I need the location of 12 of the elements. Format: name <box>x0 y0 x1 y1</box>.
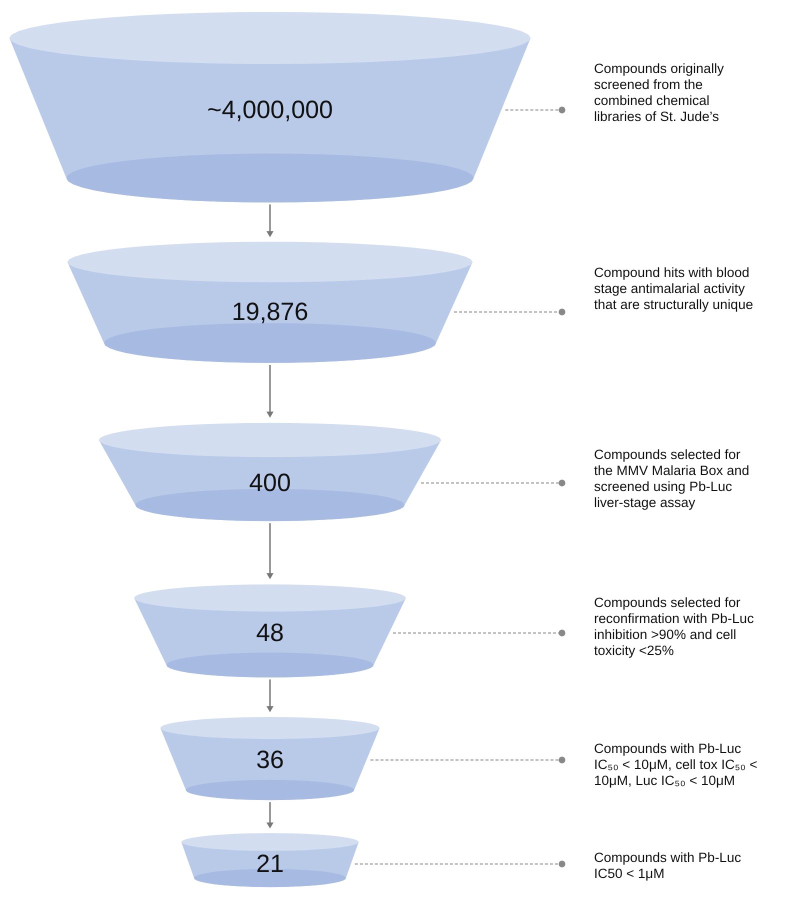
text: Compounds selected for reconfirmation with Pb-Luc inhibition >90% and cell toxicity <25% <box>594 595 754 658</box>
data-label: ~4,000,000 <box>207 96 333 124</box>
data-label: 48 <box>256 619 284 647</box>
data-label: 400 <box>249 469 291 497</box>
data-label: 21 <box>256 850 284 878</box>
data-label: 19,876 <box>232 298 308 326</box>
text: Compounds with Pb-Luc IC50 < 1μM <box>594 850 742 881</box>
data-label: 36 <box>256 746 284 774</box>
text: Compound hits with blood stage antimalarial activity that are structurally unique <box>594 265 754 312</box>
text: Compounds selected for the MMV Malaria Box and screened using Pb-Luc liver-stage assay <box>594 447 750 510</box>
text: Compounds originally screened from the combined chemical libraries of St. Jude’s <box>594 61 724 124</box>
text: Compounds with Pb-Luc IC₅₀ < 10μM, cell tox IC₅₀ < 10μM, Luc IC₅₀ < 10μM <box>594 741 758 788</box>
